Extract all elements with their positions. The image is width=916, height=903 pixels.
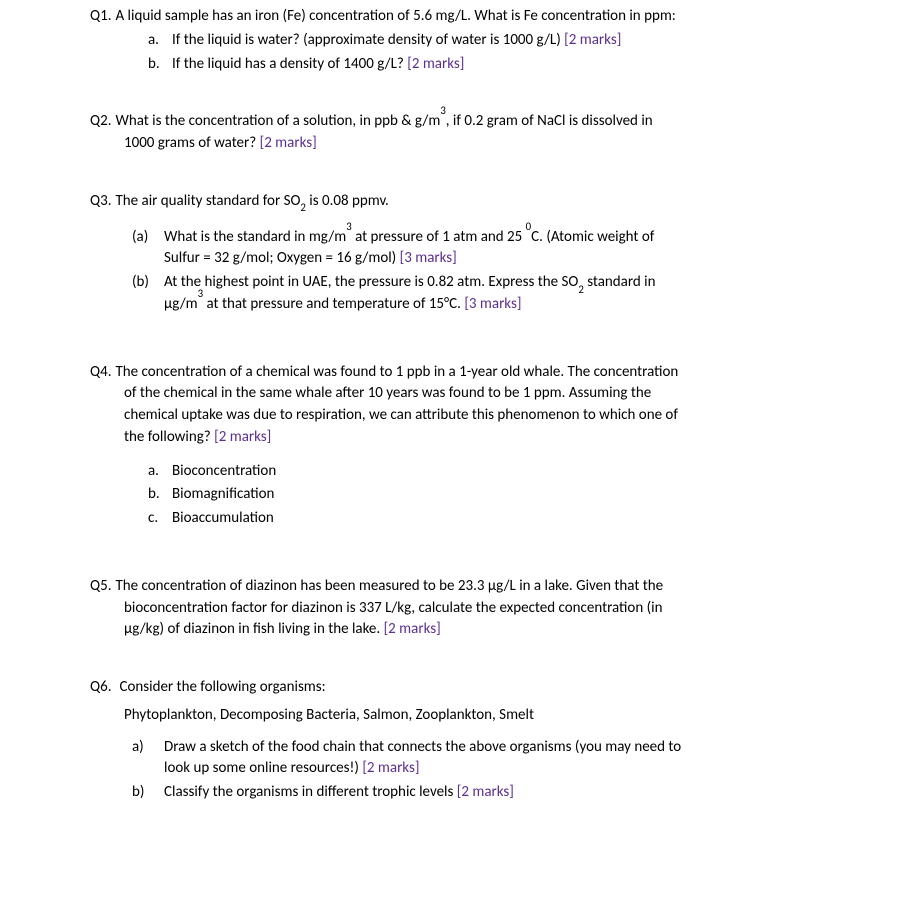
q3-a-text: What is the standard in mg/m3 at pressur…	[162, 227, 826, 271]
q6-a-text: Draw a sketch of the food chain that con…	[162, 737, 826, 781]
q3-part-b: (b) At the highest point in UAE, the pre…	[132, 272, 826, 316]
q3-b-marks: [3 marks]	[464, 295, 521, 313]
q6-b-text: Classify the organisms in different trop…	[162, 782, 826, 804]
q6-part-a: a) Draw a sketch of the food chain that …	[132, 737, 826, 781]
q2-line1: What is the concentration of a solution,…	[115, 111, 826, 133]
question-6: Q6. Consider the following organisms: Ph…	[90, 677, 826, 804]
q5-line1: The concentration of diazinon has been m…	[115, 576, 826, 598]
q1-b-text: If the liquid has a density of 1400 g/L?…	[172, 54, 826, 76]
q6-b-marks: [2 marks]	[457, 783, 514, 801]
q4-line1: The concentration of a chemical was foun…	[115, 362, 826, 384]
q2-line2: 1000 grams of water? [2 marks]	[90, 133, 826, 155]
q6-stem: Consider the following organisms:	[115, 677, 826, 699]
q1-a-marks: [2 marks]	[564, 31, 621, 49]
q6-organism-list: Phytoplankton, Decomposing Bacteria, Sal…	[90, 705, 826, 727]
q1-a-marker: a.	[148, 30, 172, 52]
q3-b-text: At the highest point in UAE, the pressur…	[162, 272, 826, 316]
question-4: Q4. The concentration of a chemical was …	[90, 362, 826, 530]
q1-part-b: b. If the liquid has a density of 1400 g…	[148, 54, 826, 76]
q5-line3: µg/kg) of diazinon in fish living in the…	[90, 619, 826, 641]
q4-option-b: b. Biomagnification	[148, 484, 826, 506]
q1-stem: A liquid sample has an iron (Fe) concent…	[115, 6, 826, 28]
q4-label: Q4.	[90, 362, 115, 384]
q6-label: Q6.	[90, 677, 115, 699]
question-3: Q3. The air quality standard for SO2 is …	[90, 191, 826, 316]
q4-marks: [2 marks]	[214, 428, 271, 446]
question-1: Q1. A liquid sample has an iron (Fe) con…	[90, 6, 826, 75]
q5-marks: [2 marks]	[384, 620, 441, 638]
q3-b-marker: (b)	[132, 272, 162, 316]
q6-b-marker: b)	[132, 782, 162, 804]
q6-part-b: b) Classify the organisms in different t…	[132, 782, 826, 804]
q1-a-text: If the liquid is water? (approximate den…	[172, 30, 826, 52]
q6-a-marker: a)	[132, 737, 162, 781]
q4-option-a: a. Bioconcentration	[148, 461, 826, 483]
q3-part-a: (a) What is the standard in mg/m3 at pre…	[132, 227, 826, 271]
q1-b-marks: [2 marks]	[407, 55, 464, 73]
q3-a-marker: (a)	[132, 227, 162, 271]
q4-option-c: c. Bioaccumulation	[148, 508, 826, 530]
question-2: Q2. What is the concentration of a solut…	[90, 111, 826, 155]
q1-b-marker: b.	[148, 54, 172, 76]
q4-line3: chemical uptake was due to respiration, …	[90, 405, 826, 427]
question-5: Q5. The concentration of diazinon has be…	[90, 576, 826, 641]
q1-label: Q1.	[90, 6, 115, 28]
q4-line4: the following? [2 marks]	[90, 427, 826, 449]
q5-line2: bioconcentration factor for diazinon is …	[90, 598, 826, 620]
q1-part-a: a. If the liquid is water? (approximate …	[148, 30, 826, 52]
q3-stem: The air quality standard for SO2 is 0.08…	[115, 191, 826, 213]
q5-label: Q5.	[90, 576, 115, 598]
q6-a-marks: [2 marks]	[362, 759, 419, 777]
q3-label: Q3.	[90, 191, 115, 213]
q2-marks: [2 marks]	[260, 134, 317, 152]
document-page: Q1. A liquid sample has an iron (Fe) con…	[0, 0, 916, 832]
q2-label: Q2.	[90, 111, 115, 133]
q3-a-marks: [3 marks]	[400, 249, 457, 267]
q4-line2: of the chemical in the same whale after …	[90, 383, 826, 405]
